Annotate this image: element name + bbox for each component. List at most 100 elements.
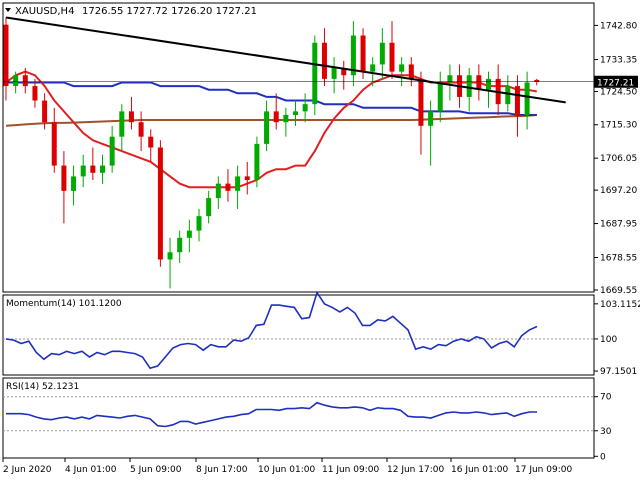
price-tick-label: 1706.05 <box>600 154 637 164</box>
candle-body <box>196 216 202 231</box>
momentum-tick-label: 100 <box>600 335 617 345</box>
candle-body <box>254 143 260 181</box>
candle-body <box>505 86 511 105</box>
candle-body <box>51 122 57 166</box>
candle-body <box>109 136 115 166</box>
time-tick-label: 5 Jun 09:00 <box>130 465 182 475</box>
price-panel <box>2 2 595 293</box>
candle-body <box>138 122 144 137</box>
trendline-segment <box>5 16 566 104</box>
rsi-tick-label: 30 <box>600 427 612 437</box>
candle-body <box>167 252 173 260</box>
price-tick-label: 1715.30 <box>600 121 637 131</box>
price-tick-label: 1724.50 <box>600 88 637 98</box>
candle-body <box>486 78 491 90</box>
candle-body <box>524 82 530 115</box>
time-tick-label: 8 Jun 17:00 <box>196 465 248 475</box>
candle-body <box>408 64 414 79</box>
rsi-series: 70 30 0 <box>3 393 612 462</box>
symbol-label: XAUUSD,H4 <box>15 6 74 17</box>
ma-brown-line <box>5 114 537 127</box>
candle-body <box>225 183 231 191</box>
candle-body <box>321 42 327 79</box>
candle-body <box>331 68 337 79</box>
time-tick-label: 17 Jun 09:00 <box>515 465 572 475</box>
price-tick-label: 1678.55 <box>600 254 637 264</box>
price-tick-label: 1697.20 <box>600 186 637 196</box>
candle-body <box>42 100 48 123</box>
momentum-panel <box>2 294 595 376</box>
rsi-line <box>6 401 537 428</box>
rsi-tick-label: 70 <box>600 393 612 403</box>
candle-body <box>350 35 356 76</box>
candle-body <box>13 75 19 87</box>
candle-body <box>215 183 221 199</box>
candle-body <box>389 42 395 72</box>
momentum-tick-label: 97.1501 <box>600 367 637 377</box>
rsi-tick-label: 0 <box>600 452 606 462</box>
ohlc-label: 1726.55 1727.72 1726.20 1727.21 <box>82 6 257 17</box>
candle-body <box>235 176 241 191</box>
candle-body <box>428 111 434 126</box>
candle-body <box>264 111 270 144</box>
time-tick-label: 16 Jun 01:00 <box>451 465 508 475</box>
candle-body <box>476 75 482 90</box>
candle-body <box>80 165 86 177</box>
candle-body <box>534 79 540 82</box>
ma-blue-line <box>6 81 537 116</box>
time-tick-label: 12 Jun 17:00 <box>387 465 444 475</box>
price-tick-label: 1742.80 <box>600 21 637 31</box>
time-tick-label: 11 Jun 09:00 <box>322 465 379 475</box>
price-tick-label: 1733.35 <box>600 56 637 66</box>
rsi-label: RSI(14) 52.1231 <box>6 382 79 392</box>
candle-body <box>244 176 250 181</box>
candle-body <box>186 230 192 238</box>
candle-body <box>32 86 38 101</box>
candle-body <box>157 147 163 260</box>
candlesticks <box>3 17 540 289</box>
candle-body <box>273 111 279 123</box>
price-tick-label: 1669.55 <box>600 286 637 296</box>
candle-body <box>3 24 9 87</box>
price-tick-label: 1687.95 <box>600 220 637 230</box>
ma-red-line <box>5 70 537 189</box>
momentum-label: Momentum(14) 101.1200 <box>6 299 122 309</box>
candle-body <box>437 82 443 112</box>
current-price-label: 1727.21 <box>597 78 634 88</box>
time-tick-label: 4 Jun 01:00 <box>65 465 117 475</box>
candle-body <box>22 75 28 87</box>
time-tick-label: 2 Jun 2020 <box>3 465 52 475</box>
candle-body <box>466 75 472 97</box>
candle-body <box>119 111 125 137</box>
candle-body <box>312 42 318 105</box>
candle-body <box>71 176 77 191</box>
candle-body <box>148 136 154 148</box>
candle-body <box>379 42 385 65</box>
candle-body <box>90 165 96 173</box>
momentum-series: 103.1152 100 97.1501 <box>3 290 640 377</box>
current-price-tag: 1727.21 <box>3 75 638 88</box>
candle-body <box>514 86 520 115</box>
candle-body <box>360 35 366 72</box>
candle-body <box>447 75 453 83</box>
candle-body <box>128 111 134 123</box>
time-axis: 2 Jun 2020 4 Jun 01:00 5 Jun 09:00 8 Jun 17… <box>2 458 572 475</box>
candle-body <box>302 104 308 112</box>
trendline <box>5 16 566 104</box>
momentum-tick-label: 103.1152 <box>600 300 640 310</box>
candle-body <box>177 237 183 253</box>
rsi-panel <box>2 377 595 459</box>
candle-body <box>370 64 376 72</box>
moving-averages <box>5 70 537 189</box>
momentum-line <box>5 290 538 370</box>
candle-body <box>206 198 212 217</box>
time-tick-label: 10 Jun 01:00 <box>258 465 315 475</box>
candle-body <box>418 78 424 126</box>
candle-body <box>293 111 298 115</box>
candle-body <box>61 165 67 191</box>
triangle-down-icon[interactable] <box>5 8 11 12</box>
candle-body <box>283 114 289 123</box>
candle-body <box>399 64 405 72</box>
